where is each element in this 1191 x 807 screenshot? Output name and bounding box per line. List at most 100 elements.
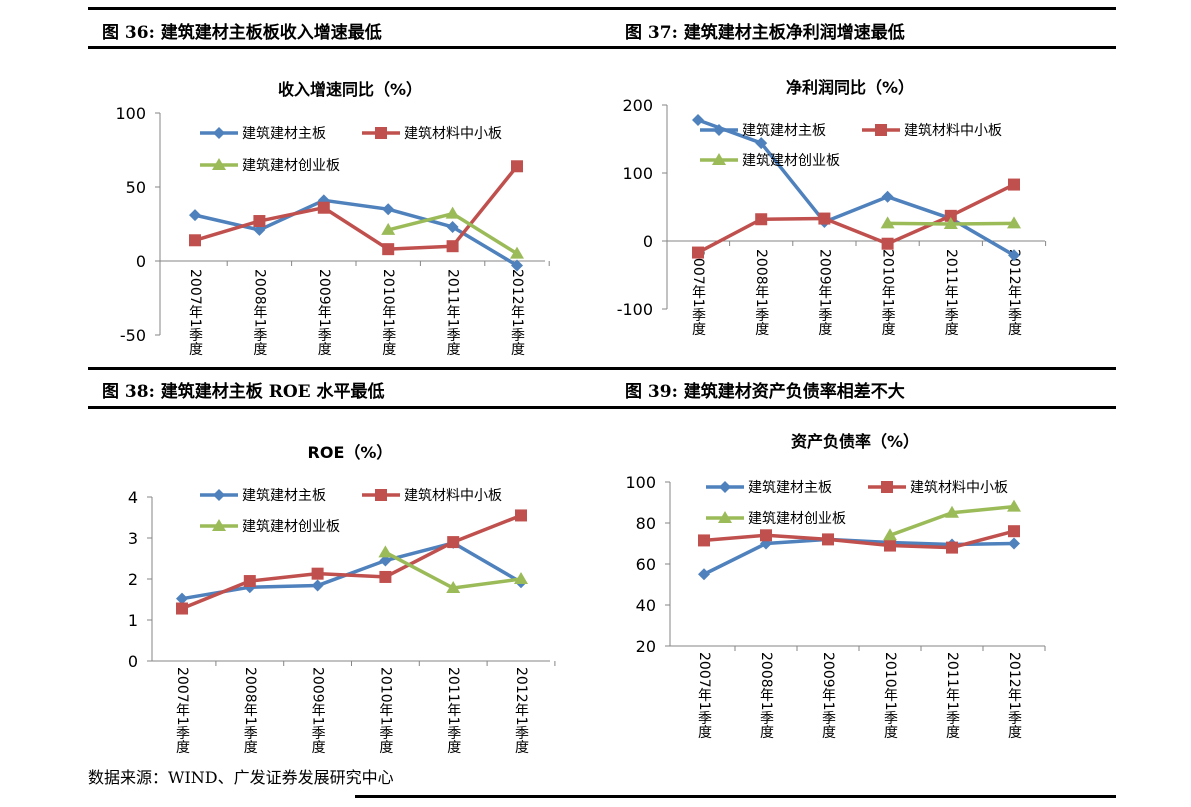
x-tick-label: 2009年1季度 <box>820 652 836 739</box>
data-point <box>379 554 392 567</box>
legend-marker <box>718 511 732 523</box>
data-point <box>755 137 768 150</box>
series-gem <box>378 545 528 594</box>
data-point <box>1008 537 1020 550</box>
data-point <box>1007 216 1021 229</box>
legend-label: 建筑材料中小板 <box>904 123 1002 139</box>
series-gem <box>883 499 1021 541</box>
chart-title: ROE（%） <box>308 443 393 462</box>
y-tick-label: 0 <box>128 652 138 671</box>
chart-4: 资产负债率（%） 20 40 60 80 100 2007年1季度 2008年1季度 2009年… <box>625 432 1046 739</box>
legend-marker <box>212 158 226 170</box>
data-point <box>1008 178 1020 191</box>
data-point <box>944 209 957 222</box>
data-point <box>511 160 523 173</box>
x-tick-label: 2008年1季度 <box>758 652 774 739</box>
x-tick-label: 2007年1季度 <box>690 249 706 336</box>
legend-item: 建筑建材主板 <box>700 123 826 139</box>
data-point <box>189 209 201 222</box>
y-tick-label: 0 <box>643 232 653 251</box>
y-tick-label: 100 <box>115 104 146 123</box>
x-tick-label: 2010年1季度 <box>380 269 396 356</box>
data-point <box>1007 499 1021 512</box>
data-point <box>378 545 393 558</box>
series-line <box>194 198 518 267</box>
legend-item: 建筑建材创业板 <box>200 519 340 535</box>
legend-label: 建筑建材创业板 <box>242 519 340 535</box>
data-point <box>880 216 895 229</box>
legend-marker <box>375 127 387 139</box>
legend-label: 建筑材料中小板 <box>404 126 502 142</box>
legend-label: 建筑材料中小板 <box>404 488 502 504</box>
data-point <box>189 234 201 247</box>
series-gem <box>381 206 524 259</box>
data-point <box>382 203 395 216</box>
data-point <box>381 222 396 235</box>
top-rule <box>88 7 1116 10</box>
legend-item: 建筑建材创业板 <box>200 158 340 174</box>
legend-item: 建筑材料中小板 <box>362 488 502 504</box>
x-tick-label: 2011年1季度 <box>445 667 461 754</box>
data-point <box>945 505 959 518</box>
series-main <box>176 536 527 605</box>
data-point <box>317 201 330 214</box>
data-point <box>818 212 831 225</box>
legend-item: 建筑建材主板 <box>706 480 832 496</box>
heading-rule <box>88 46 1116 49</box>
y-tick-label: 20 <box>636 637 656 656</box>
y-tick-label: 40 <box>636 596 656 615</box>
series-sme <box>698 525 1020 554</box>
data-point <box>1008 249 1020 262</box>
mid-rule <box>88 367 1116 370</box>
y-tick-label: 0 <box>136 252 146 271</box>
series-gem <box>880 216 1021 229</box>
data-point <box>881 190 894 203</box>
legend-label: 建筑建材主板 <box>742 123 826 139</box>
y-tick-label: 60 <box>636 555 656 574</box>
x-tick-label: 2011年1季度 <box>944 652 960 739</box>
legend-item: 建筑建材主板 <box>200 488 326 504</box>
x-tick-label: 2010年1季度 <box>882 652 898 739</box>
legend-label: 建筑建材创业板 <box>748 511 846 527</box>
legend-item: 建筑建材主板 <box>200 126 326 142</box>
data-point <box>447 536 460 549</box>
chart-1: 收入增速同比（%） -50 0 50 100 2007年1季度 2008年1季度 2009年1… <box>115 80 550 356</box>
legend-item: 建筑材料中小板 <box>862 123 1002 139</box>
data-point <box>822 533 834 546</box>
chart-2: 净利润同比（%） -100 0 100 200 2007年1季度 2008年1季度 2009年… <box>617 78 1047 336</box>
chart-title: 收入增速同比（%） <box>278 80 422 99</box>
data-point <box>943 217 958 229</box>
y-tick-label: 100 <box>622 164 653 183</box>
legend-item: 建筑材料中小板 <box>362 126 502 142</box>
legend-marker <box>881 481 893 493</box>
data-point <box>176 592 188 605</box>
series-line <box>703 529 1015 550</box>
legend-label: 建筑材料中小板 <box>910 480 1008 496</box>
data-point <box>692 246 704 259</box>
data-point <box>445 206 460 219</box>
legend-label: 建筑建材创业板 <box>742 153 840 169</box>
data-point <box>176 602 188 615</box>
series-sme <box>189 160 523 256</box>
x-tick-label: 2012年1季度 <box>513 667 529 754</box>
legend-label: 建筑建材主板 <box>242 488 326 504</box>
data-point <box>883 528 897 541</box>
data-point <box>510 246 524 259</box>
data-point <box>755 213 768 226</box>
legend-label: 建筑建材主板 <box>242 126 326 142</box>
chart-title: 净利润同比（%） <box>786 78 914 97</box>
data-point <box>760 529 772 542</box>
legend-marker <box>713 124 725 136</box>
legend-marker <box>712 153 726 165</box>
data-point <box>243 575 256 588</box>
y-tick-label: -100 <box>617 300 653 319</box>
x-tick-label: 2007年1季度 <box>174 667 190 754</box>
x-tick-label: 2012年1季度 <box>1006 249 1022 336</box>
data-point <box>946 541 958 554</box>
data-point <box>514 572 528 584</box>
data-point <box>515 509 527 522</box>
legend-marker <box>213 127 225 139</box>
series-line <box>697 182 1015 255</box>
legend-label: 建筑建材主板 <box>748 480 832 496</box>
data-point <box>253 215 266 228</box>
